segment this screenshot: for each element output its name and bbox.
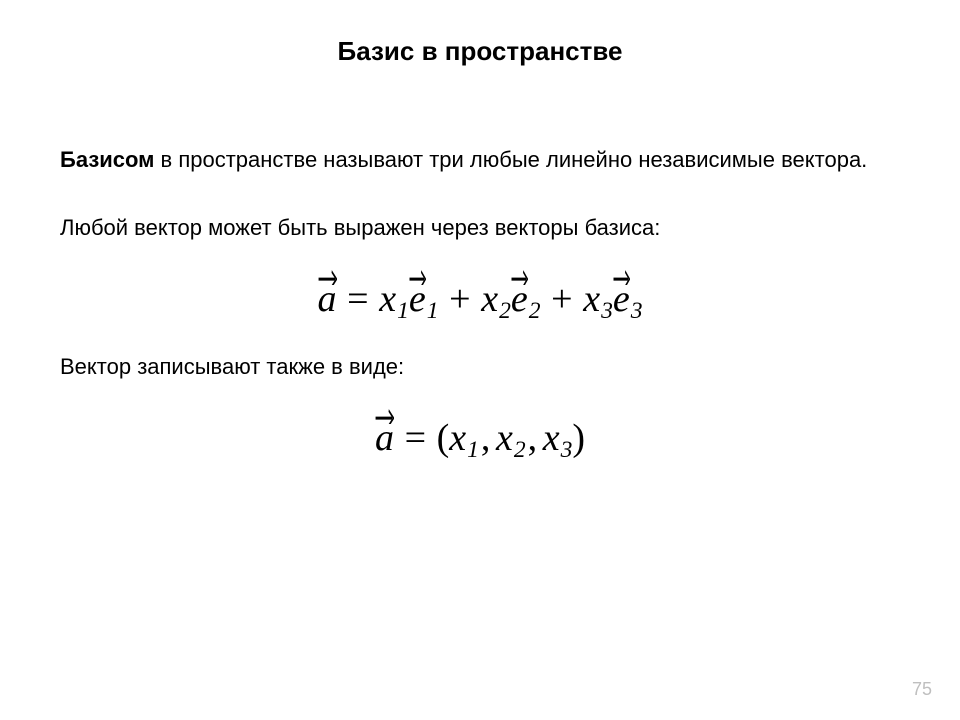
page-title: Базис в пространстве [60, 36, 900, 67]
note-tuple: Вектор записывают также в виде: [60, 352, 900, 382]
definition-paragraph: Базисом в пространстве называют три любы… [60, 145, 900, 175]
var-a: a [375, 417, 394, 459]
comma: , [479, 417, 496, 459]
slide: Базис в пространстве Базисом в пространс… [0, 0, 960, 720]
sub-2: 2 [514, 437, 526, 463]
sub-3: 3 [601, 298, 613, 324]
comp-x2: x [496, 417, 513, 459]
sub-e1: 1 [427, 298, 439, 324]
definition-rest: в пространстве называют три любые линейн… [154, 147, 867, 172]
equals-sign: = [394, 417, 437, 459]
coef-x2: x [481, 278, 498, 320]
sub-1: 1 [467, 437, 479, 463]
comp-x3: x [543, 417, 560, 459]
sub-e2: 2 [529, 298, 541, 324]
equals-sign: = [337, 278, 380, 320]
sub-1: 1 [397, 298, 409, 324]
coef-x1: x [379, 278, 396, 320]
coef-x3: x [583, 278, 600, 320]
vector-e3: e [613, 280, 630, 318]
plus-sign: + [439, 278, 482, 320]
sub-2: 2 [499, 298, 511, 324]
sub-e3: 3 [631, 298, 643, 324]
comma: , [526, 417, 543, 459]
basis-e: e [511, 278, 528, 320]
paren-open: ( [437, 417, 450, 459]
vector-e2: e [511, 280, 528, 318]
page-number: 75 [912, 679, 932, 700]
formula-tuple: a =(x1,x2,x3) [60, 419, 900, 462]
formula-expansion: a =x1 e 1+x2 e 2+x3 e 3 [60, 280, 900, 323]
plus-sign: + [541, 278, 584, 320]
paren-close: ) [572, 417, 585, 459]
vector-e1: e [409, 280, 426, 318]
basis-e: e [613, 278, 630, 320]
sub-3: 3 [561, 437, 573, 463]
basis-e: e [409, 278, 426, 320]
comp-x1: x [449, 417, 466, 459]
vector-a: a [318, 280, 337, 318]
term-basis: Базисом [60, 147, 154, 172]
vector-a: a [375, 419, 394, 457]
note-expansion: Любой вектор может быть выражен через ве… [60, 213, 900, 243]
var-a: a [318, 278, 337, 320]
